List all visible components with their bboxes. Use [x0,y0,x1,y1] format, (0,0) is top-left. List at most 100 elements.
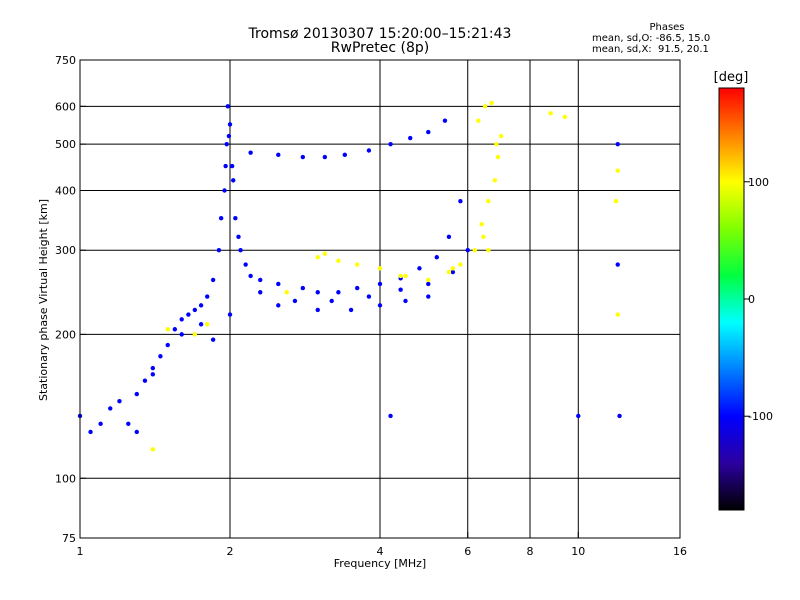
colorbar-tick-label: -100 [748,410,773,423]
data-point [494,141,499,147]
data-point [98,421,103,427]
data-point [458,198,463,204]
data-point [231,178,236,183]
x-tick-label: 6 [464,545,471,558]
x-axis-label: Frequency [MHz] [334,557,426,570]
data-point [576,413,581,419]
data-point [354,285,360,291]
data-point [408,135,413,141]
data-point [258,277,263,283]
data-point [300,154,306,160]
x-tick-label: 1 [77,545,84,558]
y-tick-label: 600 [55,100,76,113]
data-point [165,327,170,332]
data-point [210,277,216,283]
data-point [426,277,431,283]
data-point [315,255,320,260]
data-point [186,312,191,317]
data-point [292,298,298,304]
data-point [458,262,463,267]
data-point [322,154,328,160]
data-point [446,269,452,275]
chart-title: Tromsø 20130307 15:20:00–15:21:43 [248,26,512,42]
data-point [198,322,204,327]
data-point [229,163,235,169]
data-point [417,266,422,271]
data-point [476,118,481,123]
y-tick-label: 100 [55,472,76,485]
data-point [158,354,163,359]
data-point [236,234,241,240]
data-point [108,406,113,411]
y-tick-label: 500 [55,138,76,151]
data-point [315,307,320,313]
data-point [336,290,341,295]
data-point [204,294,210,299]
data-point [216,248,222,253]
y-tick-label: 750 [55,54,76,67]
data-point [248,273,253,279]
colorbar-tick-label: 100 [748,176,769,189]
data-point [88,429,93,435]
data-point [398,287,403,292]
data-point [377,281,383,287]
data-point [615,312,620,317]
colorbar-tick-label: 0 [748,293,755,306]
data-point [225,104,231,109]
x-tick-label: 2 [227,545,234,558]
data-point [492,178,498,183]
x-tick-label: 4 [377,545,384,558]
data-point [403,273,408,279]
data-point [377,266,383,271]
data-point [426,294,431,299]
y-tick-label: 200 [55,328,76,341]
data-point [434,255,439,260]
data-point [134,429,139,435]
data-point [615,141,620,147]
data-point [179,332,184,337]
data-point [238,248,243,253]
data-point [150,447,156,452]
data-point [442,118,448,123]
data-point [403,298,408,304]
x-tick-label: 8 [527,545,534,558]
data-point [486,248,491,253]
data-point [450,266,456,271]
data-point [126,421,131,427]
data-point [300,285,306,291]
data-point [222,188,227,193]
grid-lines [80,60,680,538]
phase-stats-x: mean, sd,X: 91.5, 20.1 [592,44,709,55]
data-point [348,307,354,313]
data-point [223,163,228,169]
axis-ticks: 1 2 4 6 8 10 16 75 100 200 300 400 500 600 750 [55,54,687,558]
data-point [426,129,431,135]
data-point [276,281,281,287]
data-point [465,248,470,253]
data-point [150,365,156,371]
data-point [276,303,281,308]
data-point [486,198,491,204]
data-point [481,234,486,240]
data-point [398,273,403,279]
data-point [388,141,393,147]
phase-stats-o: mean, sd,O: -86.5, 15.0 [592,33,711,44]
colorbar-ticks: 100 0 -100 [744,176,773,423]
data-point [192,307,198,313]
data-point [142,378,148,383]
colorbar-label: [deg] [714,70,749,85]
data-point [226,133,232,139]
data-point [204,322,210,327]
data-point [615,168,620,173]
data-point [617,413,622,419]
data-point [329,298,334,304]
data-point [450,269,456,275]
data-point [479,222,484,227]
data-point [165,342,170,348]
data-point [322,251,328,256]
data-point [172,327,178,332]
data-point [276,152,281,158]
data-point [446,234,452,240]
data-point [377,303,383,308]
